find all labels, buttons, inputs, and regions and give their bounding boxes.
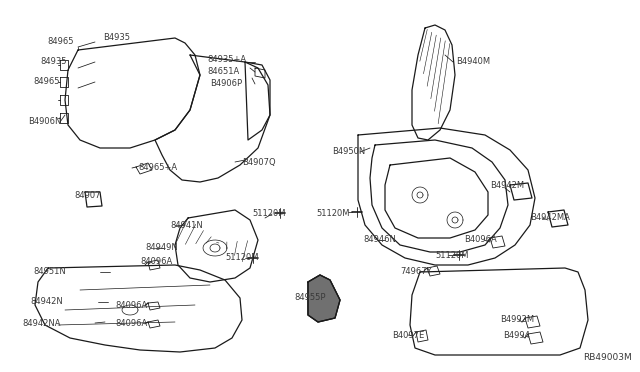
Text: 84965: 84965 [47, 38, 74, 46]
Text: 84096A: 84096A [140, 257, 172, 266]
Text: 51120M: 51120M [252, 209, 285, 218]
Text: B4942MA: B4942MA [530, 214, 570, 222]
Text: B4950N: B4950N [332, 148, 365, 157]
Text: RB49003M: RB49003M [583, 353, 632, 362]
Text: 84942N: 84942N [30, 298, 63, 307]
Text: 84955P: 84955P [294, 294, 326, 302]
Text: B4940M: B4940M [456, 58, 490, 67]
Text: 84941N: 84941N [170, 221, 203, 231]
Text: 84096A: 84096A [115, 301, 147, 310]
Text: B4906P: B4906P [210, 80, 242, 89]
Text: B4907Q: B4907Q [242, 157, 276, 167]
Text: 84965: 84965 [33, 77, 60, 87]
Text: 84907: 84907 [74, 192, 100, 201]
Text: 84942NA: 84942NA [22, 318, 61, 327]
Text: 84965+A: 84965+A [138, 164, 177, 173]
Text: 84096A: 84096A [115, 318, 147, 327]
Text: B4935: B4935 [103, 33, 130, 42]
Text: 51120M: 51120M [316, 209, 349, 218]
Text: 84946N: 84946N [363, 235, 396, 244]
Text: B4097E: B4097E [392, 331, 424, 340]
Text: B4994: B4994 [503, 331, 530, 340]
Text: 84935+A: 84935+A [207, 55, 246, 64]
Text: 74967Y: 74967Y [400, 266, 431, 276]
Text: B4942M: B4942M [490, 182, 524, 190]
Text: B4096A: B4096A [464, 235, 497, 244]
Text: B4906N: B4906N [28, 118, 61, 126]
Text: 84935: 84935 [40, 58, 67, 67]
Text: 84651A: 84651A [207, 67, 239, 77]
Text: 51120M: 51120M [435, 250, 468, 260]
Text: 84949N: 84949N [145, 244, 178, 253]
Text: B4992M: B4992M [500, 315, 534, 324]
Text: 84951N: 84951N [33, 267, 66, 276]
Text: 51120M: 51120M [225, 253, 259, 263]
Polygon shape [308, 275, 340, 322]
